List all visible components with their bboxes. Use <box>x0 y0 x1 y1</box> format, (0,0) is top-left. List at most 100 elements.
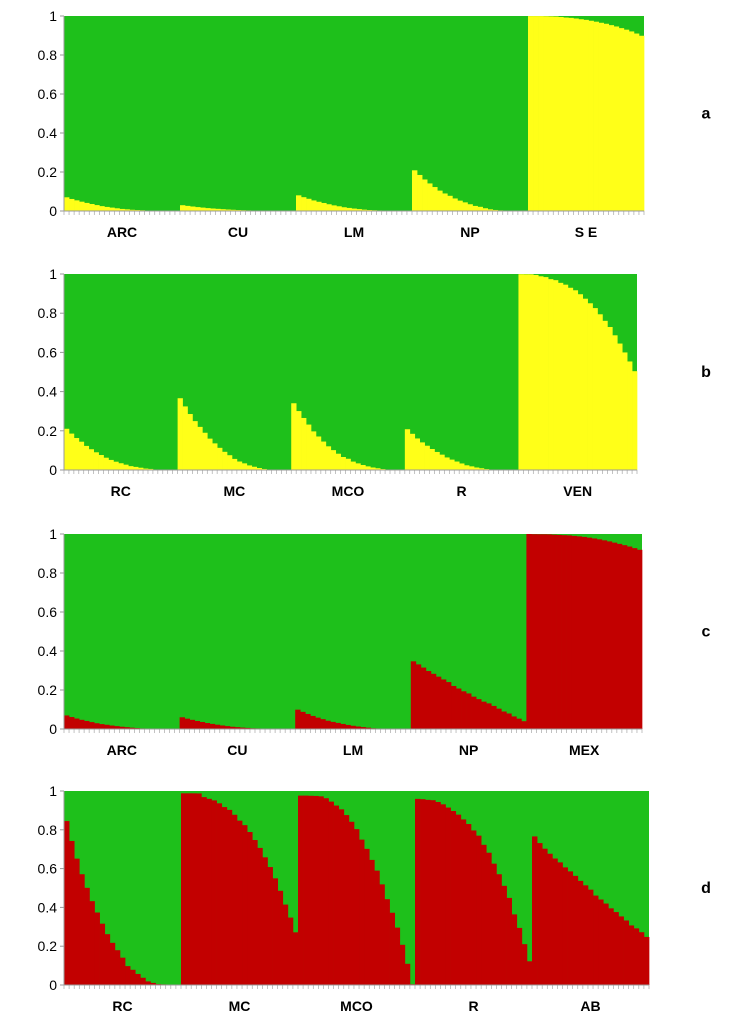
group-label: NP <box>460 224 479 240</box>
membership-bar <box>124 727 130 729</box>
y-tick-label: 0.2 <box>38 164 58 180</box>
membership-bar <box>457 200 463 211</box>
membership-bar <box>229 726 236 729</box>
membership-bar <box>547 853 553 985</box>
membership-bar <box>538 16 544 212</box>
membership-bar <box>394 927 401 985</box>
membership-bar <box>331 205 337 211</box>
membership-bar <box>627 361 633 470</box>
membership-bar <box>251 466 257 470</box>
membership-bar <box>234 727 241 729</box>
y-tick-label: 0.4 <box>38 899 58 915</box>
membership-bar <box>633 33 640 211</box>
membership-bar <box>364 848 370 985</box>
membership-bar <box>79 201 85 211</box>
membership-bar <box>623 29 630 211</box>
membership-bar <box>445 682 452 729</box>
membership-bar <box>345 724 351 729</box>
membership-bar <box>622 352 628 470</box>
y-tick-label: 0.2 <box>38 938 58 954</box>
membership-bar <box>189 719 196 729</box>
membership-bar <box>543 277 549 470</box>
membership-bar <box>114 208 120 211</box>
membership-bar <box>143 468 149 470</box>
membership-bar <box>389 912 396 985</box>
membership-bar <box>226 809 233 985</box>
membership-bar <box>124 209 130 211</box>
y-tick-label: 0.6 <box>38 86 58 102</box>
membership-bar <box>257 847 263 985</box>
membership-bar <box>89 722 95 729</box>
membership-bar <box>465 824 472 985</box>
membership-bar <box>78 441 85 470</box>
group-label: RC <box>112 998 132 1014</box>
membership-bar <box>202 432 208 470</box>
membership-bar <box>191 793 197 985</box>
membership-bar <box>586 537 593 729</box>
membership-bar <box>296 411 302 470</box>
membership-bar <box>404 429 411 470</box>
membership-bar <box>211 800 217 985</box>
membership-bar <box>427 183 433 211</box>
membership-bar <box>305 713 311 729</box>
membership-bar <box>353 829 360 985</box>
membership-bar <box>320 719 326 729</box>
membership-bar <box>404 963 411 985</box>
membership-bar <box>365 466 371 470</box>
membership-bar <box>315 436 322 470</box>
membership-bar <box>621 545 628 729</box>
membership-bar <box>583 19 589 211</box>
membership-bar <box>359 839 365 985</box>
membership-bar <box>617 343 623 470</box>
membership-bar <box>487 209 494 211</box>
membership-bar <box>607 327 613 470</box>
membership-bar <box>256 468 262 470</box>
membership-bar <box>94 912 100 985</box>
membership-bar <box>454 461 460 470</box>
membership-bar <box>618 916 624 985</box>
y-tick-label: 1 <box>49 8 57 24</box>
y-tick-label: 0.6 <box>38 604 58 620</box>
membership-bar <box>592 308 598 470</box>
membership-bar <box>536 534 542 729</box>
membership-bar <box>608 25 615 211</box>
membership-bar <box>212 443 218 470</box>
membership-bar <box>375 468 381 470</box>
membership-bar <box>440 679 447 729</box>
membership-bar <box>486 703 492 729</box>
membership-bar <box>501 711 507 729</box>
y-tick-label: 1 <box>49 783 57 799</box>
membership-bar <box>552 858 558 985</box>
membership-bar <box>370 467 376 470</box>
membership-bar <box>420 667 427 729</box>
membership-bar <box>477 206 483 211</box>
membership-bar <box>435 802 441 985</box>
membership-bar <box>511 716 517 729</box>
membership-bar <box>598 22 604 212</box>
membership-bar <box>145 981 151 985</box>
membership-bar <box>533 16 539 212</box>
membership-bar <box>506 713 512 729</box>
membership-bar <box>577 294 584 470</box>
membership-bar <box>140 977 146 985</box>
membership-bar <box>384 899 390 985</box>
membership-bar <box>444 457 450 470</box>
membership-bar <box>241 463 248 470</box>
membership-bar <box>601 540 608 729</box>
membership-bar <box>470 830 477 985</box>
membership-bar <box>632 371 638 470</box>
membership-bar <box>557 282 564 470</box>
panel-a: 0 0.2 0.4 0.6 0.8 1 ARC CU LM NP S E a <box>38 8 711 240</box>
membership-bar <box>210 208 216 211</box>
membership-bar <box>119 957 126 985</box>
membership-bar <box>94 205 100 211</box>
membership-bar <box>451 685 457 729</box>
membership-bar <box>320 441 327 470</box>
membership-bar <box>74 200 80 211</box>
membership-bar <box>318 796 324 985</box>
group-label: MCO <box>340 998 373 1014</box>
membership-bar <box>576 536 583 729</box>
membership-bar <box>298 795 304 985</box>
membership-bar <box>449 459 455 470</box>
membership-bar <box>437 190 443 211</box>
